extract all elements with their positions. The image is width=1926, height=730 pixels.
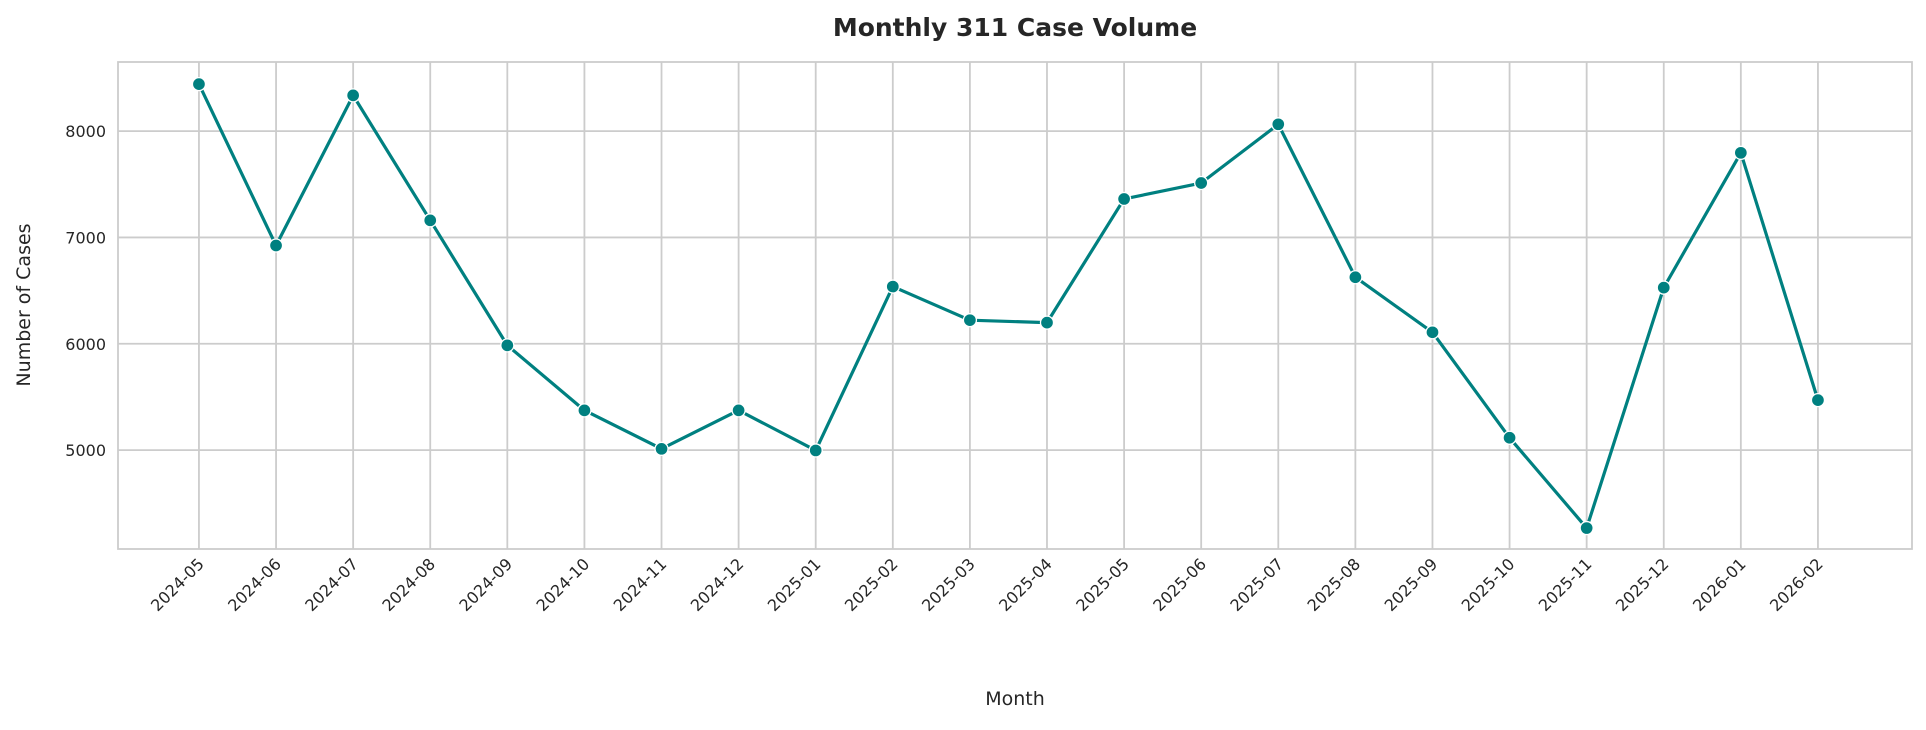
x-tick-label: 2025-09 — [1381, 554, 1442, 615]
x-tick-label: 2025-02 — [841, 554, 902, 615]
plot-frame — [117, 61, 1913, 550]
data-point-2025-07 — [1271, 117, 1286, 132]
x-tick-label: 2024-06 — [224, 554, 285, 615]
data-point-2024-10 — [577, 403, 592, 418]
x-tick-label: 2026-02 — [1766, 554, 1827, 615]
x-tick-label: 2024-10 — [533, 554, 594, 615]
data-point-2025-12 — [1656, 280, 1671, 295]
data-point-2024-05 — [191, 76, 207, 92]
x-tick-label: 2024-09 — [455, 554, 516, 615]
data-line — [197, 83, 1820, 530]
x-tick-label: 2025-04 — [995, 554, 1056, 615]
y-tick-label: 7000 — [65, 228, 106, 247]
grid — [118, 62, 1912, 549]
data-point-2024-09 — [500, 338, 515, 353]
x-tick-label: 2024-05 — [147, 554, 208, 615]
x-tick-label: 2025-11 — [1535, 554, 1596, 615]
data-point-2025-05 — [1116, 191, 1132, 207]
x-tick-label: 2025-05 — [1072, 554, 1133, 615]
data-point-2025-04 — [1039, 315, 1055, 330]
x-tick-label: 2024-12 — [687, 554, 748, 615]
x-tick-label: 2025-08 — [1303, 554, 1364, 615]
x-tick-label: 2024-11 — [610, 554, 671, 615]
data-point-2024-12 — [731, 403, 746, 418]
data-point-2025-02 — [885, 279, 900, 294]
data-point-2025-09 — [1425, 325, 1440, 340]
y-axis-label: Number of Cases — [13, 223, 35, 386]
x-tick-label: 2025-10 — [1458, 554, 1519, 615]
data-point-2024-06 — [268, 238, 284, 253]
data-point-2025-10 — [1502, 430, 1517, 445]
chart-title: Monthly 311 Case Volume — [833, 13, 1197, 42]
y-ticks: 5000 6000 7000 8000 — [65, 122, 106, 460]
data-point-2026-01 — [1733, 145, 1748, 160]
x-ticks: 2024-05 2024-06 2024-07 2024-08 2024-09 2024-… — [147, 554, 1827, 615]
series-line — [191, 76, 1826, 536]
data-point-2024-11 — [654, 441, 669, 456]
x-tick-label: 2025-07 — [1226, 554, 1287, 615]
x-tick-label: 2024-07 — [301, 554, 362, 615]
x-axis-label: Month — [985, 688, 1045, 710]
data-point-2024-08 — [423, 213, 438, 228]
data-point-2025-01 — [808, 443, 823, 458]
x-tick-label: 2025-12 — [1612, 554, 1673, 615]
data-point-2025-08 — [1348, 270, 1363, 285]
y-tick-label: 5000 — [65, 441, 106, 460]
data-point-2025-06 — [1194, 175, 1209, 191]
y-tick-label: 6000 — [65, 335, 106, 354]
data-point-2025-03 — [962, 313, 978, 328]
x-tick-label: 2025-06 — [1149, 554, 1210, 615]
x-tick-label: 2026-01 — [1689, 554, 1750, 615]
data-point-2024-07 — [345, 88, 361, 103]
x-tick-label: 2024-08 — [378, 554, 439, 615]
data-point-2025-11 — [1579, 520, 1594, 536]
y-tick-label: 8000 — [65, 122, 106, 141]
x-tick-label: 2025-01 — [764, 554, 825, 615]
x-tick-label: 2025-03 — [918, 554, 979, 615]
data-point-2026-02 — [1810, 392, 1826, 408]
